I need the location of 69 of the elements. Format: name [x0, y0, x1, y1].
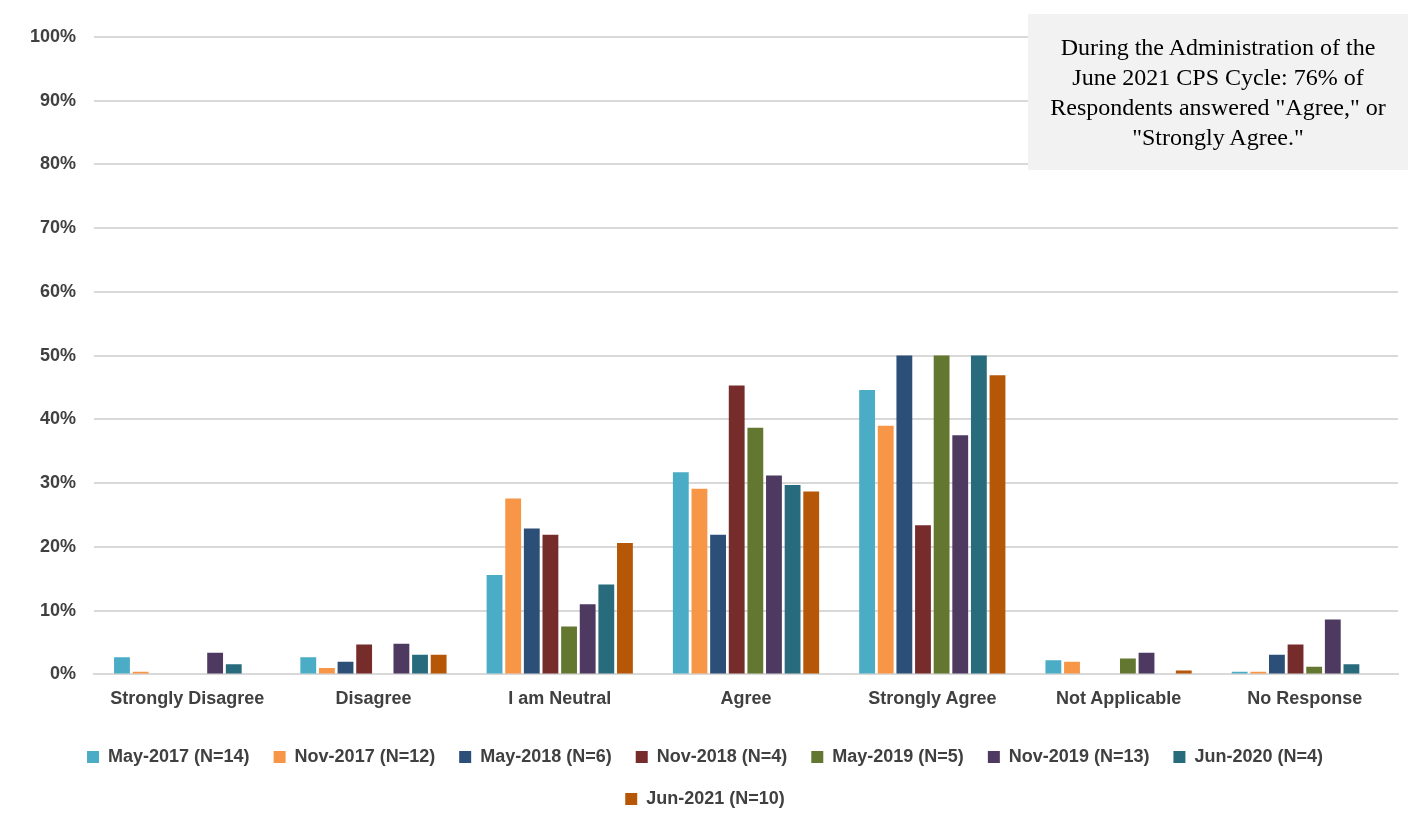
x-tick-label: Strongly Agree	[868, 688, 997, 709]
x-tick-label: Strongly Disagree	[110, 688, 265, 709]
y-tick-label: 50%	[40, 344, 77, 365]
legend-label: Jun-2021 (N=10)	[646, 787, 785, 808]
bar	[318, 668, 335, 674]
bar	[952, 435, 969, 674]
bar	[412, 654, 428, 674]
bar	[225, 664, 242, 674]
bar	[672, 472, 689, 674]
bar	[1064, 661, 1080, 674]
bar	[1045, 660, 1062, 674]
legend-label: Nov-2017 (N=12)	[294, 745, 436, 766]
y-tick-label: 30%	[40, 472, 77, 493]
legend-label: Nov-2019 (N=13)	[1008, 745, 1150, 766]
bar	[579, 604, 596, 674]
y-tick-label: 60%	[40, 280, 77, 301]
bar	[430, 654, 447, 674]
bar	[486, 574, 503, 674]
bar	[877, 425, 894, 674]
y-tick-label: 70%	[40, 217, 77, 238]
y-tick-label: 0%	[50, 663, 77, 684]
y-tick-label: 20%	[40, 535, 77, 556]
bar	[691, 488, 708, 674]
bar	[523, 528, 540, 674]
legend-label: Jun-2020 (N=4)	[1194, 745, 1323, 766]
bar	[393, 643, 410, 674]
bar	[989, 375, 1006, 674]
bar	[207, 652, 224, 674]
bar	[970, 355, 987, 674]
x-tick-label: No Response	[1247, 688, 1363, 709]
bar	[598, 584, 615, 674]
y-tick-label: 40%	[40, 408, 77, 429]
x-tick-label: Not Applicable	[1055, 688, 1182, 709]
bar	[300, 657, 317, 674]
y-tick-label: 100%	[29, 25, 77, 46]
bar	[1343, 664, 1360, 674]
legend-label: May-2017 (N=14)	[108, 745, 250, 766]
x-tick-label: Agree	[720, 688, 772, 709]
legend-label: Nov-2018 (N=4)	[656, 745, 788, 766]
bar	[803, 491, 820, 674]
x-tick-label: I am Neutral	[508, 688, 612, 709]
bar	[784, 485, 801, 674]
y-tick-label: 90%	[40, 89, 77, 110]
bar	[1119, 658, 1136, 674]
bar	[710, 534, 726, 674]
legend-label: May-2018 (N=6)	[480, 745, 612, 766]
bar	[1138, 652, 1155, 674]
x-tick-label: Disagree	[335, 688, 412, 709]
bar	[114, 657, 130, 674]
bar	[747, 427, 764, 674]
bar	[859, 390, 876, 674]
bar	[561, 626, 577, 674]
bar	[1306, 666, 1323, 674]
bar	[766, 475, 782, 674]
bar	[933, 355, 950, 674]
y-tick-label: 10%	[40, 599, 77, 620]
bar	[915, 525, 931, 674]
bar	[505, 498, 522, 674]
legend-label: May-2019 (N=5)	[832, 745, 964, 766]
bar	[728, 385, 745, 674]
bar	[1269, 654, 1285, 674]
bar	[1324, 619, 1341, 674]
bar	[356, 644, 373, 674]
bar	[1287, 644, 1304, 674]
bar	[896, 355, 913, 674]
bar	[542, 534, 559, 674]
annotation: During the Administration of the June 2021 CPS Cycle: 76% of Respondents answered "Agree," or "Strongly Agree."	[1028, 14, 1408, 170]
bar	[617, 543, 633, 674]
y-tick-label: 80%	[40, 153, 77, 174]
